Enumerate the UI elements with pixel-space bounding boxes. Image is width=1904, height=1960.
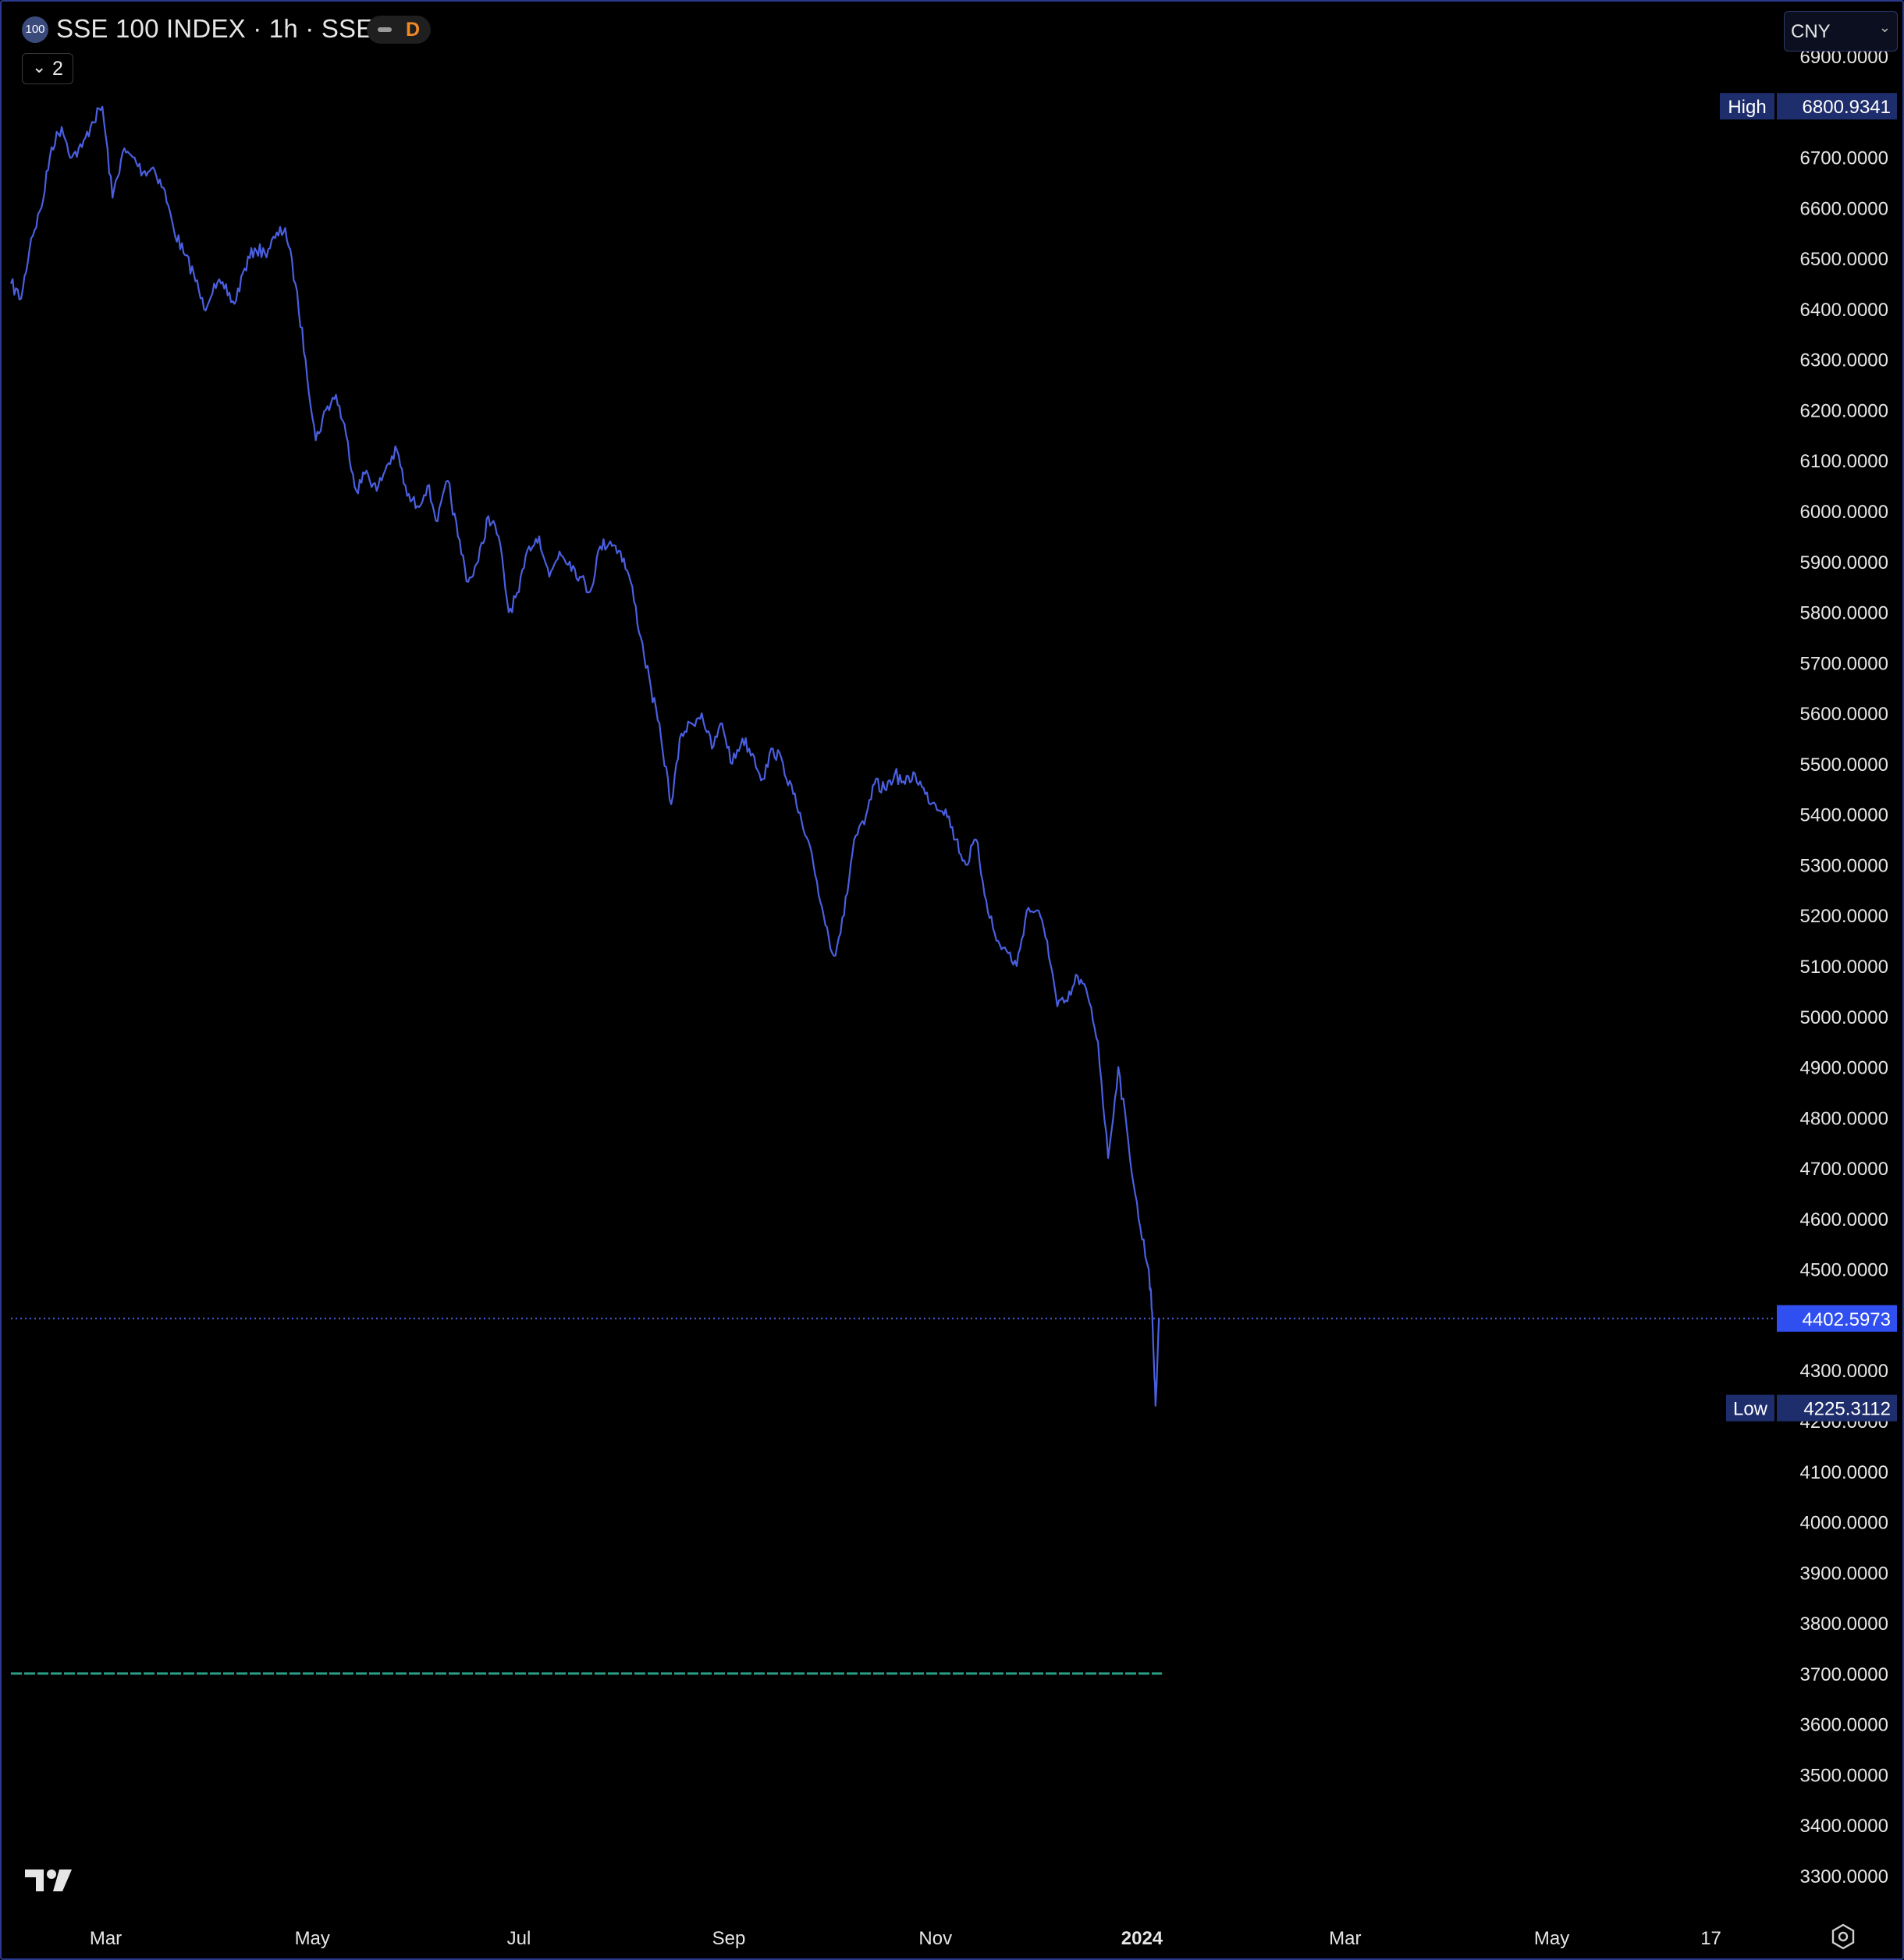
settings-gear-icon[interactable] [1829,1923,1857,1951]
low-price-tag-bg [1726,1394,1774,1422]
x-tick-label: May [295,1928,330,1949]
low-price-value-bg [1777,1394,1897,1422]
y-tick-label: 4900.0000 [1800,1058,1888,1079]
y-tick-label: 4100.0000 [1800,1462,1888,1483]
high-price-value: 6800.9341 [1803,97,1891,118]
y-tick-label: 6300.0000 [1800,350,1888,371]
x-tick-label: Jul [507,1928,531,1949]
y-tick-label: 5500.0000 [1800,755,1888,776]
x-tick-label: Sep [712,1928,746,1949]
y-tick-label: 4500.0000 [1800,1260,1888,1281]
y-tick-label: 5300.0000 [1800,855,1888,876]
y-tick-label: 4000.0000 [1800,1513,1888,1534]
chart-title[interactable]: SSE 100 INDEX · 1h · SSE [56,14,374,43]
y-tick-label: 5000.0000 [1800,1007,1888,1028]
y-tick-label: 6500.0000 [1800,249,1888,270]
y-tick-label: 4800.0000 [1800,1108,1888,1129]
y-tick-label: 5400.0000 [1800,805,1888,826]
high-price-tag-bg [1720,93,1774,120]
x-tick-label: May [1534,1928,1569,1949]
current-price-value-bg [1777,1305,1897,1332]
x-tick-label: Nov [918,1928,952,1949]
series-line [9,105,1160,1407]
x-tick-label: Mar [1329,1928,1361,1949]
y-tick-label: 6700.0000 [1800,148,1888,169]
current-price-value: 4402.5973 [1803,1309,1891,1330]
high-price-value-bg [1777,93,1897,120]
y-tick-label: 6400.0000 [1800,300,1888,321]
y-tick-label: 5600.0000 [1800,704,1888,725]
symbol-logo-badge: 100 [22,16,48,43]
y-tick-label: 3300.0000 [1800,1866,1888,1887]
low-price-value: 4225.3112 [1803,1399,1891,1420]
y-tick-label: 3500.0000 [1800,1765,1888,1786]
y-tick-label: 6100.0000 [1800,451,1888,472]
y-tick-label: 5900.0000 [1800,552,1888,573]
y-tick-label: 3800.0000 [1800,1614,1888,1635]
currency-select[interactable]: CNY ⌄ [1784,11,1898,51]
y-tick-label: 3600.0000 [1800,1715,1888,1736]
y-tick-label: 4700.0000 [1800,1159,1888,1180]
y-tick-label: 5100.0000 [1800,957,1888,978]
y-tick-label: 4600.0000 [1800,1209,1888,1230]
indicator-count: 2 [52,58,63,80]
y-tick-label: 5700.0000 [1800,653,1888,674]
interval-pill[interactable]: D [367,16,431,44]
dash-icon [378,27,392,32]
low-price-tag: Low [1733,1399,1768,1420]
y-tick-label: 3700.0000 [1800,1664,1888,1685]
y-tick-label: 3900.0000 [1800,1563,1888,1584]
y-tick-label: 4300.0000 [1800,1361,1888,1382]
tradingview-logo-icon[interactable] [25,1866,75,1894]
currency-value: CNY [1791,21,1831,42]
y-tick-label: 5800.0000 [1800,603,1888,624]
x-tick-label: 17 [1700,1928,1721,1949]
interval-badge: D [406,19,421,41]
y-tick-label: 5200.0000 [1800,906,1888,927]
y-tick-label: 3400.0000 [1800,1816,1888,1837]
x-tick-label: Mar [90,1928,122,1949]
high-price-tag: High [1728,97,1766,118]
chevron-down-icon: ⌄ [32,57,47,76]
y-tick-label: 6200.0000 [1800,400,1888,421]
collapse-indicators-button[interactable]: ⌄ 2 [22,53,73,84]
x-tick-label: 2024 [1121,1928,1163,1949]
y-tick-label: 6000.0000 [1800,502,1888,523]
y-tick-label: 6600.0000 [1800,198,1888,219]
chevron-down-icon: ⌄ [1878,20,1891,35]
